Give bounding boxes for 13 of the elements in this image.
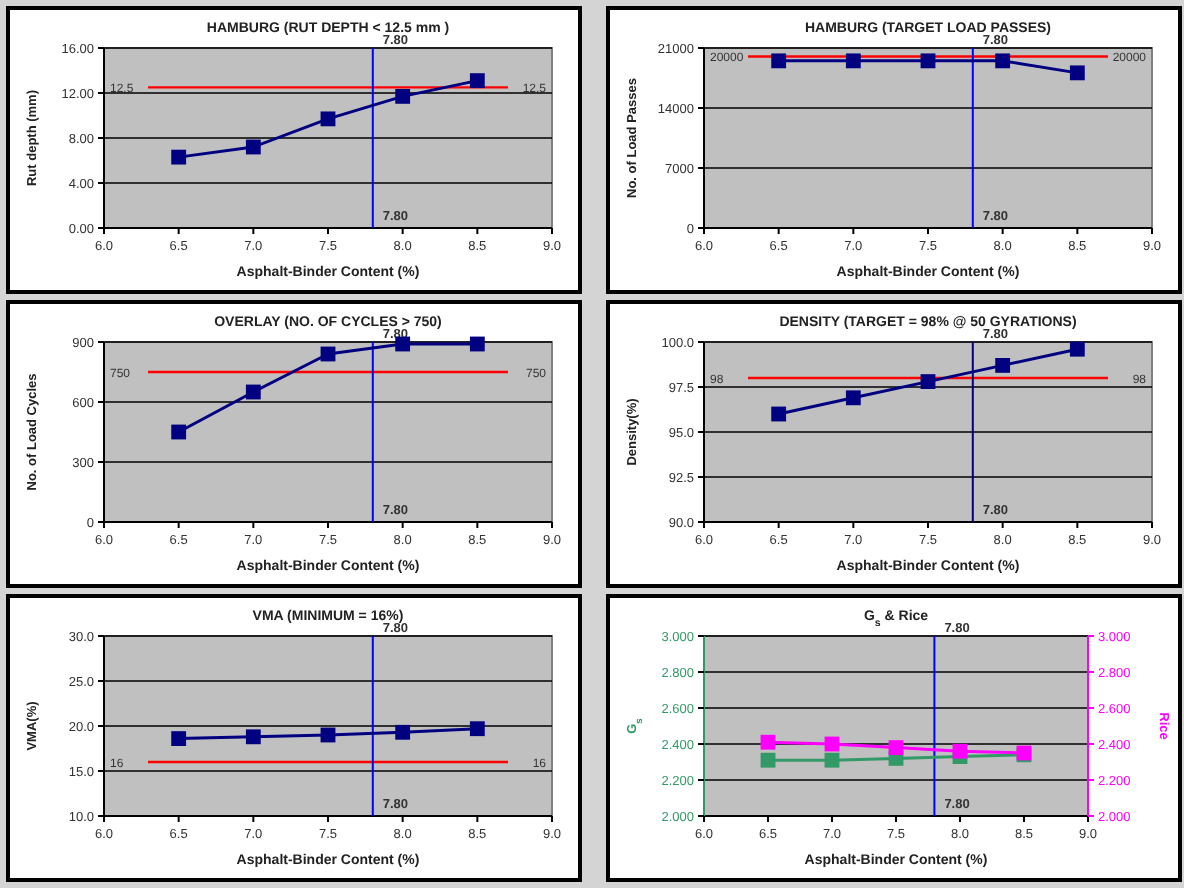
point (469, 336, 485, 352)
point (920, 374, 936, 390)
point (395, 88, 411, 104)
point (845, 390, 861, 406)
point (245, 384, 261, 400)
point (171, 149, 187, 165)
point (995, 357, 1011, 373)
point (1069, 341, 1085, 357)
point (469, 73, 485, 89)
point (320, 111, 336, 127)
point (245, 139, 261, 155)
point (771, 406, 787, 422)
point (171, 424, 187, 440)
